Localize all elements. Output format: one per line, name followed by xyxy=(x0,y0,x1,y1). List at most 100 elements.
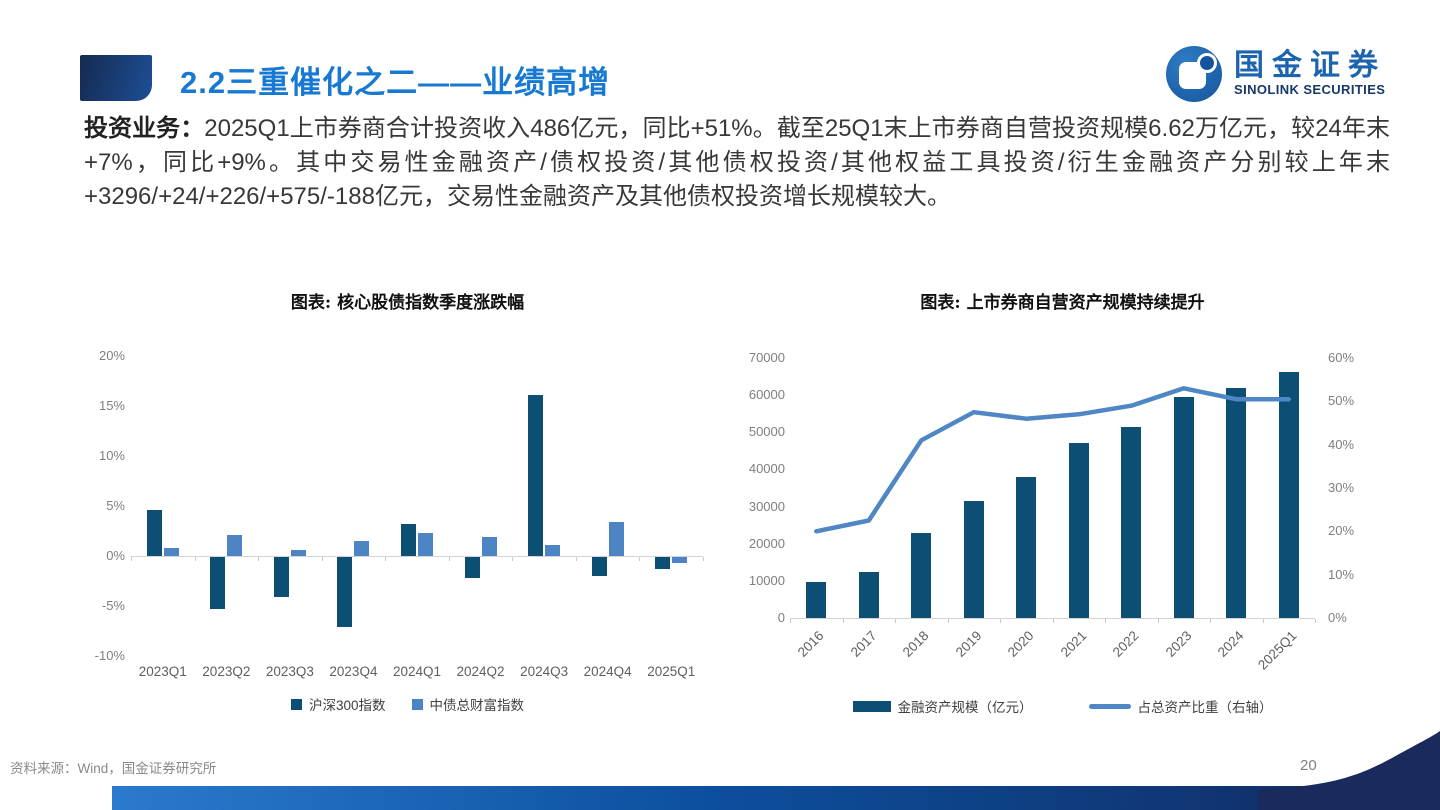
bottom-axis-line xyxy=(790,618,1315,619)
axis-tick xyxy=(1105,619,1106,623)
bottom-accent-bar xyxy=(112,786,1440,810)
bar-金融资产规模（亿元） xyxy=(911,533,932,618)
right-y-tick-label: 40% xyxy=(1328,436,1355,452)
axis-tick xyxy=(1052,619,1054,623)
y-tick-label: 10% xyxy=(98,448,125,463)
right-chart-title: 图表: 上市券商自营资产规模持续提升 xyxy=(920,293,1205,313)
x-label: 2019 xyxy=(952,628,985,660)
x-label: 2023Q1 xyxy=(138,664,187,679)
left-chart-title: 图表: 核心股债指数季度涨跌幅 xyxy=(290,293,525,313)
y-tick-label: 0% xyxy=(106,548,125,563)
source-note: 资料来源：Wind，国金证券研究所 xyxy=(10,761,217,776)
right-y-tick-label: 0% xyxy=(1328,610,1347,625)
right-y-tick-label: 50% xyxy=(1328,393,1355,409)
bar-中债总财富指数 xyxy=(608,522,624,556)
page-title: 2.2三重催化之二——业绩高增 xyxy=(180,65,611,100)
x-label: 2017 xyxy=(847,628,880,660)
legend-swatch-bond xyxy=(411,698,423,710)
sinolink-logo: 国金证券 SINOLINK SECURITIES xyxy=(1166,46,1386,102)
right-y-tick-label: 20% xyxy=(1328,523,1355,539)
legend-label-bond: 中债总财富指数 xyxy=(429,698,525,713)
legend-label-ratio: 占总资产比重（右轴） xyxy=(1137,700,1273,715)
bar-中债总财富指数 xyxy=(227,535,243,556)
bar-金融资产规模（亿元） xyxy=(1068,443,1089,618)
legend-item-assets: 金融资产规模（亿元） xyxy=(852,696,1033,716)
axis-tick xyxy=(512,557,514,561)
x-label: 2024Q1 xyxy=(392,664,442,679)
axis-tick xyxy=(1157,619,1159,623)
bar-金融资产规模（亿元） xyxy=(1173,396,1194,618)
axis-tick xyxy=(194,557,196,561)
bar-沪深300指数 xyxy=(401,524,416,556)
left-chart-plot: 2023Q1 2023Q2 2023Q3 2023Q4 2024Q1 2024Q2 2024… xyxy=(131,356,704,679)
y-tick-label: 20% xyxy=(98,348,125,363)
bar-金融资产规模（亿元） xyxy=(858,572,879,618)
axis-tick xyxy=(321,557,323,561)
y-tick-label: 15% xyxy=(98,398,125,413)
bar-金融资产规模（亿元） xyxy=(1016,476,1037,618)
x-label: 2023Q4 xyxy=(329,664,378,679)
line-series xyxy=(814,386,1292,534)
bar-中债总财富指数 xyxy=(354,541,370,556)
bar-金融资产规模（亿元） xyxy=(806,581,827,618)
sinolink-logo-icon xyxy=(1166,46,1222,102)
legend-item-ratio: 占总资产比重（右轴） xyxy=(1088,696,1273,716)
right-chart-legend: 金融资产规模（亿元） 占总资产比重（右轴） xyxy=(740,696,1385,716)
x-label: 2018 xyxy=(900,628,932,660)
bar-沪深300指数 xyxy=(528,395,544,556)
right-chart-plot: 2016 2017 2018 2019 2020 2021 2022 2023 2024 2025… xyxy=(790,358,1316,673)
axis-tick xyxy=(790,619,791,623)
axis-tick xyxy=(703,557,704,561)
left-y-tick-label: 10000 xyxy=(748,572,785,588)
bar-中债总财富指数 xyxy=(481,537,497,556)
bar-沪深300指数 xyxy=(337,557,353,627)
bar-金融资产规模（亿元） xyxy=(1121,426,1142,618)
left-y-tick-label: 60000 xyxy=(748,387,785,403)
bar-中债总财富指数 xyxy=(545,545,561,556)
y-tick-label: -10% xyxy=(94,648,125,663)
x-label: 2016 xyxy=(795,628,827,660)
bar-沪深300指数 xyxy=(464,557,480,578)
right-y-tick-label: 30% xyxy=(1328,480,1355,495)
bar-沪深300指数 xyxy=(146,510,162,556)
summary-lead: 投资业务： xyxy=(84,115,205,142)
left-chart-legend: 沪深300指数 中债总财富指数 xyxy=(85,694,730,714)
axis-tick xyxy=(842,619,844,623)
bar-中债总财富指数 xyxy=(418,533,433,556)
ratio-line xyxy=(814,386,1292,534)
axis-tick xyxy=(947,619,949,623)
swoosh-shape xyxy=(1258,731,1440,810)
x-label: 2022 xyxy=(1110,628,1142,660)
legend-item-bond: 中债总财富指数 xyxy=(411,694,525,714)
x-label: 2024 xyxy=(1215,628,1247,660)
bar-中债总财富指数 xyxy=(163,548,179,556)
x-label: 2020 xyxy=(1005,628,1037,660)
x-label: 2024Q4 xyxy=(583,664,632,679)
x-label: 2025Q1 xyxy=(647,664,696,679)
bar-金融资产规模（亿元） xyxy=(963,501,984,618)
logo-dot-shape xyxy=(1197,53,1217,73)
axis-tick xyxy=(258,557,260,561)
x-label: 2021 xyxy=(1057,628,1090,660)
axis-tick xyxy=(1315,619,1316,623)
y-tick-label: 5% xyxy=(106,498,125,513)
logo-name-cn: 国金证券 xyxy=(1234,49,1386,82)
x-label: 2023 xyxy=(1162,628,1195,660)
left-y-tick-label: 20000 xyxy=(748,535,785,551)
axis-tick xyxy=(575,557,577,561)
right-y-tick-label: 10% xyxy=(1328,566,1355,582)
logo-text: 国金证券 SINOLINK SECURITIES xyxy=(1234,50,1386,98)
axis-tick xyxy=(1210,619,1211,623)
legend-label-hs300: 沪深300指数 xyxy=(308,698,386,713)
axis-tick xyxy=(895,619,896,623)
corner-swoosh xyxy=(1258,731,1440,810)
right-y-tick-label: 60% xyxy=(1328,350,1355,365)
y-tick-label: -5% xyxy=(101,598,125,613)
axis-tick xyxy=(1262,619,1264,623)
left-chart: 图表: 核心股债指数季度涨跌幅 2023Q1 2023Q2 2023Q3 2023Q4… xyxy=(85,280,730,740)
axis-tick xyxy=(639,557,641,561)
bar-中债总财富指数 xyxy=(672,557,688,563)
page-number: 20 xyxy=(1300,757,1317,774)
bar-沪深300指数 xyxy=(655,557,671,569)
x-label: 2024Q3 xyxy=(520,664,569,679)
